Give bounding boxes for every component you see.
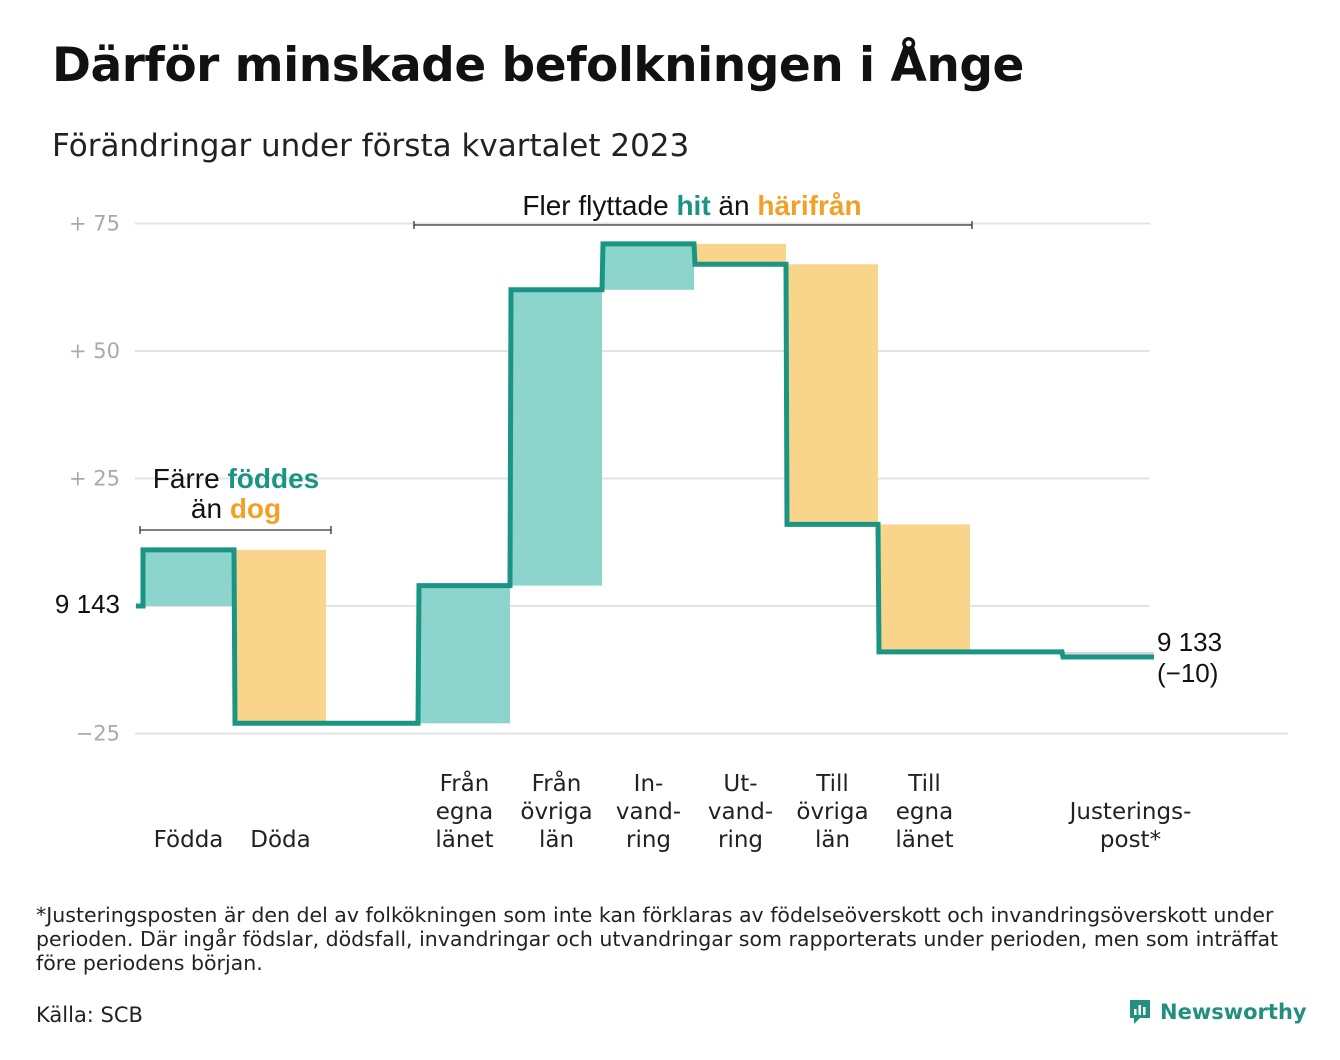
bar-increase [603, 243, 694, 290]
category-label: Från övriga län [520, 769, 592, 853]
waterfall-chart: + 75 + 50 + 25 9 143 −25 Födda Döda Från egna lä… [55, 190, 1288, 853]
category-label: Födda [154, 827, 224, 853]
moves-hit: hit [676, 190, 710, 221]
deaths-prefix: än [191, 493, 230, 524]
bar-increase [143, 549, 234, 606]
cumulative-step-line [136, 241, 1154, 726]
bar-increase [419, 585, 510, 724]
category-label: Från egna länet [435, 769, 493, 853]
bar-adjustment [1063, 651, 1154, 657]
chart-subtitle: Förändringar under första kvartalet 2023 [52, 128, 690, 164]
deaths-em: dog [230, 493, 281, 524]
moves-har: härifrån [757, 190, 861, 221]
bar-increase [511, 289, 602, 586]
end-value-label: 9 133 [1157, 627, 1222, 657]
category-label: In-vand-ring [616, 771, 681, 853]
bar-decrease [235, 549, 326, 724]
category-label: Till egna länet [895, 771, 953, 853]
y-tick-label: + 50 [69, 339, 120, 363]
births-prefix: Färre [153, 463, 228, 494]
bar-decrease [879, 524, 970, 652]
brand: Newsworthy [1128, 998, 1307, 1026]
y-tick-label: −25 [76, 722, 120, 746]
births-em: föddes [227, 463, 319, 494]
births-annotation-line1: Färre föddes [153, 463, 319, 494]
start-value-label: 9 143 [55, 589, 120, 619]
y-tick-label: + 75 [69, 212, 120, 236]
end-change-label: (−10) [1157, 658, 1218, 688]
category-label: Till övriga län [796, 771, 868, 853]
category-label: Döda [250, 827, 310, 853]
moves-annotation: Fler flyttade hit än härifrån [522, 190, 861, 221]
births-annotation-line2: än dog [191, 493, 281, 524]
y-tick-label: + 25 [69, 467, 120, 491]
brand-name: Newsworthy [1160, 1000, 1307, 1024]
chart-title: Därför minskade befolkningen i Ånge [52, 38, 1024, 93]
category-label: Justerings-post* [1068, 799, 1192, 853]
category-label: Ut-vand-ring [708, 771, 773, 853]
source: Källa: SCB [36, 1003, 143, 1027]
moves-mid: än [711, 190, 758, 221]
newsworthy-logo-icon [1130, 1000, 1150, 1024]
footnote: *Justeringsposten är den del av folkökni… [36, 903, 1279, 975]
bar-decrease [695, 243, 786, 265]
bar-decrease [787, 264, 878, 525]
moves-prefix: Fler flyttade [522, 190, 676, 221]
